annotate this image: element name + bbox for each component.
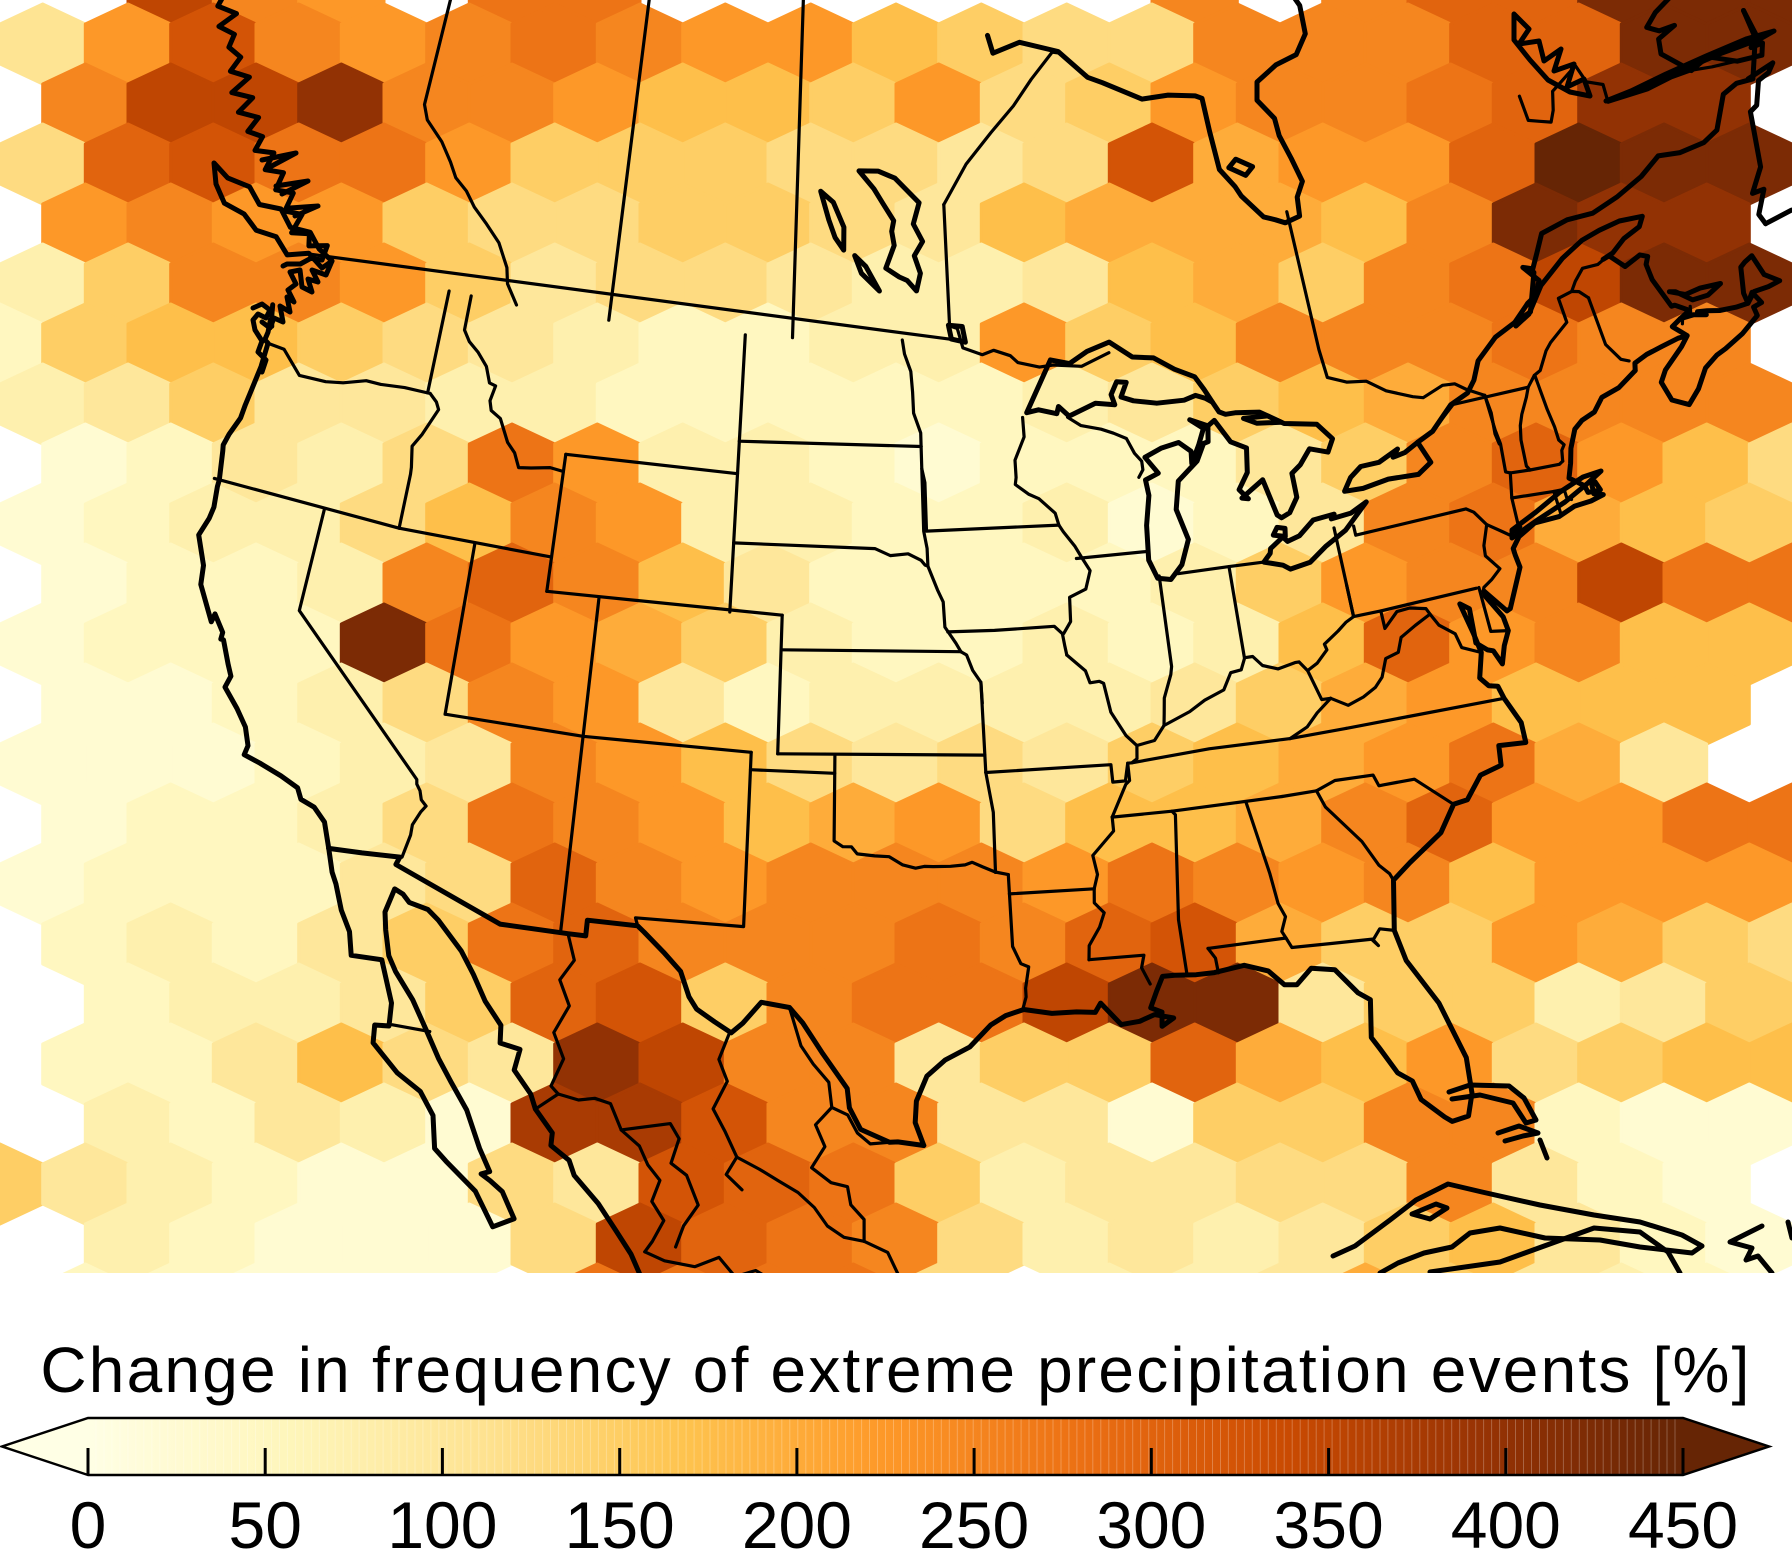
svg-text:100: 100 [387,1488,497,1560]
svg-text:450: 450 [1628,1488,1738,1560]
svg-text:250: 250 [919,1488,1029,1560]
svg-text:Change in frequency of extreme: Change in frequency of extreme precipita… [40,1334,1751,1406]
svg-text:50: 50 [228,1488,301,1560]
svg-text:200: 200 [742,1488,852,1560]
svg-text:350: 350 [1274,1488,1384,1560]
svg-text:400: 400 [1451,1488,1561,1560]
svg-text:300: 300 [1096,1488,1206,1560]
svg-text:0: 0 [70,1488,107,1560]
svg-text:150: 150 [565,1488,675,1560]
